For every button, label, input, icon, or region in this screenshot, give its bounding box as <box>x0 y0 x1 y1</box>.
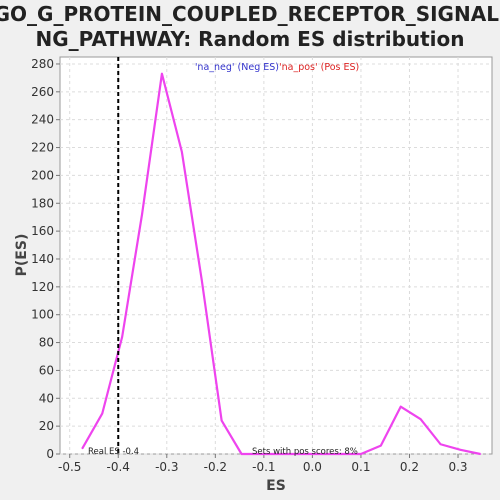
x-tick-label: 0.3 <box>448 460 467 474</box>
data-point <box>419 418 422 420</box>
y-tick-label: 120 <box>31 280 54 294</box>
x-tick-label: -0.1 <box>252 460 275 474</box>
chart-title-line2: NG_PATHWAY: Random ES distribution <box>35 27 464 51</box>
y-tick-label: 0 <box>46 447 54 461</box>
real-es-annotation: Real ES -0.4 <box>88 447 139 457</box>
data-point <box>81 447 84 450</box>
data-point <box>121 336 123 338</box>
data-point <box>220 419 223 422</box>
legend-entry-pos: 'na_pos' (Pos ES) <box>279 62 359 73</box>
data-point <box>280 453 283 455</box>
y-axis-label: P(ES) <box>14 234 30 277</box>
data-point <box>181 150 183 153</box>
y-tick-label: 40 <box>39 391 54 405</box>
y-tick-label: 80 <box>39 336 54 350</box>
y-tick-label: 140 <box>31 252 54 266</box>
x-tick-label: -0.4 <box>107 460 130 474</box>
y-tick-label: 280 <box>31 57 54 71</box>
data-point <box>300 453 303 455</box>
chart-title-line1: GO_G_PROTEIN_COUPLED_RECEPTOR_SIGNALI <box>0 2 500 26</box>
data-point <box>459 449 462 451</box>
x-tick-label: 0.0 <box>303 460 322 474</box>
y-tick-label: 200 <box>31 168 54 182</box>
data-point <box>161 72 163 75</box>
y-tick-label: 100 <box>31 308 54 322</box>
y-tick-label: 160 <box>31 224 54 238</box>
y-tick-label: 240 <box>31 113 54 127</box>
legend-entry-neg: 'na_neg' (Neg ES) <box>195 62 279 73</box>
data-point <box>479 453 482 455</box>
axis-ticks: -0.5 -0.4 -0.3 -0.2 -0.1 0.0 0.1 0.2 0.3 0 20 40 60 8… <box>31 57 467 474</box>
y-tick-label: 20 <box>39 419 54 433</box>
data-point <box>439 443 442 446</box>
pos-scores-annotation: Sets with pos scores: 8% <box>252 447 358 457</box>
y-tick-label: 60 <box>39 363 54 377</box>
y-tick-label: 180 <box>31 196 54 210</box>
x-tick-label: -0.5 <box>58 460 81 474</box>
series-layer <box>81 72 482 456</box>
x-tick-label: -0.3 <box>155 460 178 474</box>
data-point <box>200 279 203 281</box>
data-point <box>360 453 362 455</box>
data-point <box>320 453 322 455</box>
y-tick-label: 260 <box>31 85 54 99</box>
x-tick-label: 0.1 <box>351 460 370 474</box>
data-point <box>141 213 143 216</box>
data-point <box>101 412 104 415</box>
data-point <box>399 405 402 408</box>
data-point <box>340 453 342 455</box>
data-point <box>380 444 382 447</box>
x-tick-label: 0.2 <box>400 460 419 474</box>
data-point <box>240 453 243 455</box>
data-point <box>260 453 263 455</box>
y-tick-label: 220 <box>31 141 54 155</box>
x-tick-label: -0.2 <box>204 460 227 474</box>
plot-area <box>59 56 493 455</box>
x-axis-label: ES <box>266 478 286 494</box>
grid-lines <box>60 57 492 455</box>
